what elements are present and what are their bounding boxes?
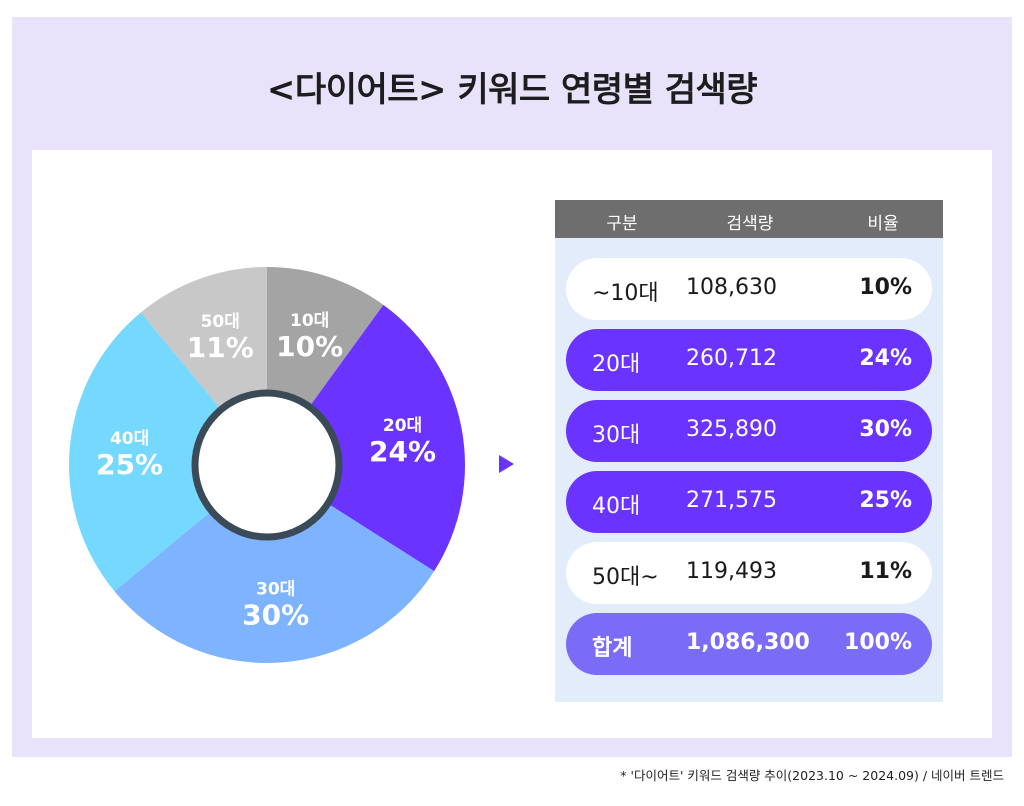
row-volume: 108,630	[686, 275, 777, 300]
slice-value-label: 30%	[242, 599, 309, 632]
pie-slice-40대	[69, 312, 222, 592]
slice-category-label: 50대	[201, 312, 240, 332]
row-category: 50대~	[592, 565, 659, 590]
slice-category-label: 10대	[290, 311, 329, 331]
header-category: 구분	[606, 214, 638, 234]
row-category: 30대	[592, 423, 641, 448]
row-category: ~10대	[592, 281, 659, 306]
table-row: 50대~ 119,493 11%	[566, 542, 932, 604]
row-ratio: 10%	[859, 275, 912, 300]
total-ratio: 100%	[844, 630, 912, 655]
header-ratio: 비율	[867, 214, 899, 234]
table-row: 40대 271,575 25%	[566, 471, 932, 533]
page-title: <다이어트> 키워드 연령별 검색량	[266, 70, 758, 110]
slice-category-label: 40대	[110, 429, 149, 449]
row-ratio: 30%	[859, 417, 912, 442]
slice-category-label: 30대	[256, 580, 295, 600]
table-row: 30대 325,890 30%	[566, 400, 932, 462]
slice-value-label: 24%	[369, 435, 436, 468]
pie-slice-30대	[114, 503, 435, 664]
total-category: 합계	[592, 636, 633, 661]
row-ratio: 25%	[859, 488, 912, 513]
slice-value-label: 25%	[96, 448, 163, 481]
row-category: 20대	[592, 352, 641, 377]
slice-value-label: 11%	[187, 331, 254, 364]
pie-slice-50대	[140, 267, 267, 410]
row-ratio: 11%	[859, 559, 912, 584]
slice-category-label: 20대	[383, 416, 422, 436]
total-volume: 1,086,300	[686, 630, 810, 655]
table-header: 구분 검색량 비율	[555, 200, 943, 238]
table-total-row: 합계 1,086,300 100%	[566, 613, 932, 675]
table-row: 20대 260,712 24%	[566, 329, 932, 391]
row-volume: 325,890	[686, 417, 777, 442]
pie-slice-20대	[309, 304, 465, 572]
header-volume: 검색량	[726, 214, 774, 234]
row-volume: 260,712	[686, 346, 777, 371]
donut-center-hole	[191, 389, 343, 541]
row-volume: 271,575	[686, 488, 777, 513]
data-table: 구분 검색량 비율 ~10대 108,630 10% 20대 260,712 24% 30대…	[555, 200, 943, 702]
row-volume: 119,493	[686, 559, 777, 584]
arrow-right-icon	[499, 455, 514, 473]
footnote: * '다이어트' 키워드 검색량 추이(2023.10 ~ 2024.09) /…	[620, 768, 1004, 783]
row-category: 40대	[592, 494, 641, 519]
slice-value-label: 10%	[276, 330, 343, 363]
table-row: ~10대 108,630 10%	[566, 258, 932, 320]
pie-slice-10대	[267, 267, 384, 407]
row-ratio: 24%	[859, 346, 912, 371]
